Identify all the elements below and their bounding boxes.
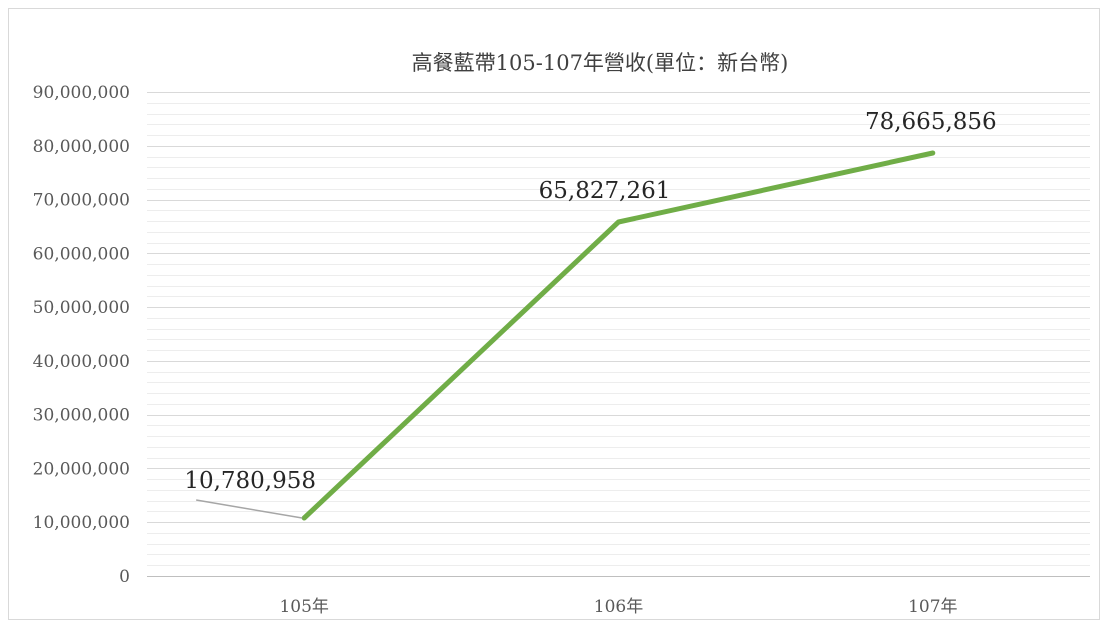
y-tick-label: 20,000,000 — [33, 459, 130, 479]
y-tick-label: 10,000,000 — [33, 513, 130, 533]
y-tick-label: 90,000,000 — [33, 83, 130, 103]
x-tick-label: 106年 — [594, 597, 643, 617]
data-label: 10,780,958 — [184, 468, 316, 494]
gridlines — [147, 92, 1090, 566]
series-line — [301, 150, 936, 521]
y-tick-label: 80,000,000 — [33, 137, 130, 157]
data-label-leader-line — [196, 499, 303, 519]
data-label: 78,665,856 — [865, 109, 997, 135]
y-tick-label: 30,000,000 — [33, 406, 130, 426]
chart-frame — [8, 8, 1100, 620]
chart-title: 高餐藍帶105-107年營收(單位：新台幣) — [412, 51, 789, 75]
x-tick-label: 105年 — [279, 597, 328, 617]
y-tick-label: 0 — [119, 567, 130, 587]
y-tick-label: 60,000,000 — [33, 244, 130, 264]
y-tick-label: 70,000,000 — [33, 191, 130, 211]
data-label: 65,827,261 — [539, 178, 671, 204]
x-axis-tick-labels: 105年 106年 107年 — [279, 597, 957, 617]
y-axis-tick-labels: 0 10,000,000 20,000,000 30,000,000 40,000,00… — [33, 83, 130, 587]
series-layer — [301, 150, 936, 521]
y-tick-label: 40,000,000 — [33, 352, 130, 372]
y-tick-label: 50,000,000 — [33, 298, 130, 318]
data-labels: 10,780,958 65,827,261 78,665,856 — [184, 109, 997, 519]
x-tick-label: 107年 — [908, 597, 957, 617]
